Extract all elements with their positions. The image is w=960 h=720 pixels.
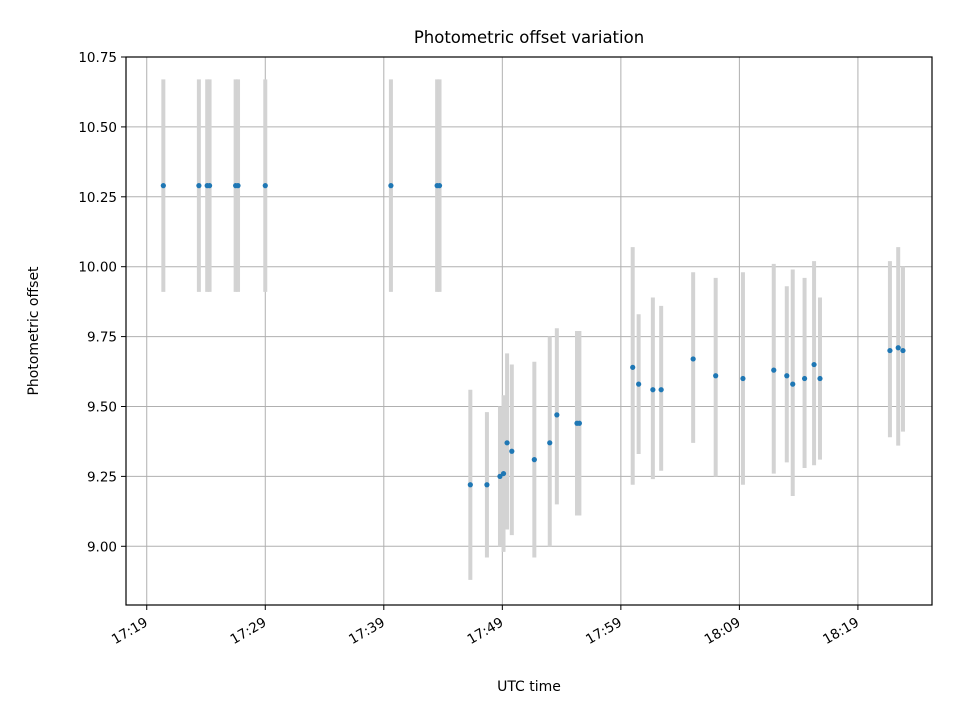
y-axis-label: Photometric offset [26, 266, 42, 396]
data-point [740, 375, 746, 382]
data-point [388, 183, 394, 189]
data-point [467, 482, 473, 488]
y-tick-label: 9.50 [87, 399, 117, 415]
data-point [576, 420, 582, 426]
y-tick-label: 9.00 [87, 539, 117, 555]
data-point [784, 373, 790, 379]
data-point [160, 183, 166, 189]
data-point [636, 381, 642, 387]
data-point [497, 473, 503, 479]
y-tick-label: 9.25 [87, 469, 117, 485]
data-point [509, 448, 515, 454]
chart-title: Photometric offset variation [414, 28, 644, 47]
plot-frame [125, 56, 933, 606]
data-point [887, 347, 893, 354]
data-point [262, 183, 268, 189]
data-point [484, 482, 490, 488]
data-point [504, 440, 510, 446]
data-point [900, 347, 906, 354]
y-tick-label: 10.75 [78, 50, 117, 66]
data-point [817, 375, 823, 382]
y-tick-label: 10.25 [78, 190, 117, 206]
data-point [235, 183, 241, 189]
data-point [531, 457, 537, 463]
data-point [690, 356, 696, 362]
data-point [196, 183, 202, 189]
data-points [160, 183, 906, 488]
data-point [771, 367, 777, 373]
data-point [206, 183, 213, 189]
data-point [801, 375, 808, 382]
x-axis-label: UTC time [497, 679, 561, 695]
data-point [650, 387, 656, 393]
data-point [658, 387, 664, 393]
data-point [554, 412, 560, 418]
data-point [630, 364, 636, 370]
y-tick-label: 10.50 [78, 120, 117, 136]
data-point [547, 440, 553, 446]
data-point [500, 470, 507, 477]
data-point [436, 183, 443, 189]
data-point [713, 373, 719, 379]
data-point [811, 361, 817, 368]
y-tick-label: 9.75 [87, 330, 117, 346]
data-point [790, 381, 796, 387]
y-tick-label: 10.00 [78, 260, 117, 276]
data-point [895, 345, 901, 351]
